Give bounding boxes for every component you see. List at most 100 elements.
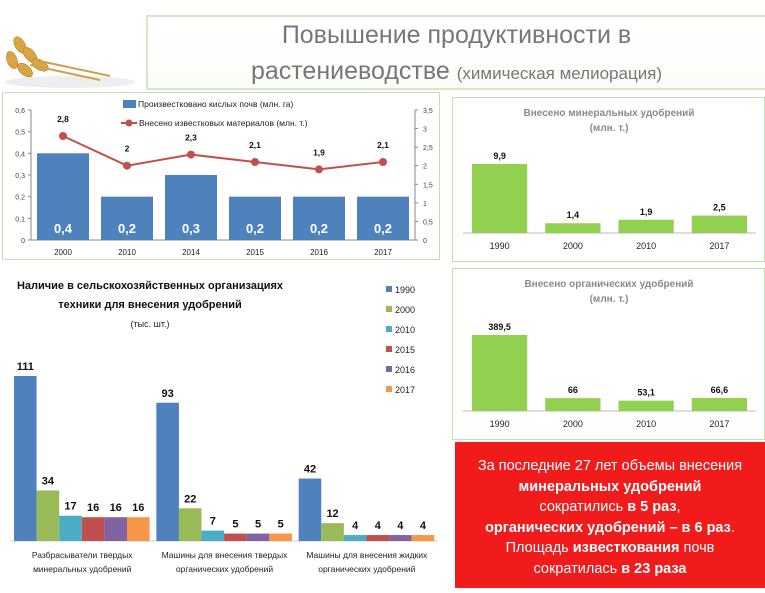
y-tick-right: 2,5 — [423, 145, 433, 152]
bar — [201, 530, 225, 541]
x-tick-label: 1990 — [490, 241, 510, 251]
legend-swatch — [386, 286, 392, 292]
bar — [357, 196, 409, 240]
summary-text: почв — [679, 540, 715, 556]
y-tick-left: 0,6 — [15, 108, 25, 115]
summary-text: . — [730, 519, 735, 536]
x-tick-label: 2017 — [709, 419, 729, 429]
x-tick-label: 2017 — [374, 248, 392, 257]
liming-chart: 0 0,1 0,2 0,3 0,4 0,5 0,6 0 0,5 1 1,5 2 2,5 3 3,5 0,4 20… — [2, 92, 440, 260]
line-label: 2,1 — [249, 140, 261, 150]
bar — [321, 523, 344, 541]
legend-label: 2010 — [395, 325, 415, 335]
title-box: Повышение продуктивности в растениеводст… — [146, 15, 765, 90]
bar — [37, 153, 89, 240]
bar-label: 34 — [42, 475, 55, 487]
line-label: 2,1 — [377, 140, 389, 150]
bar — [691, 215, 747, 233]
y-tick-left: 0,5 — [15, 130, 25, 137]
bar-label: 1,4 — [567, 210, 580, 220]
y-tick-right: 2 — [423, 164, 427, 171]
page-title-line1: Повышение продуктивности в — [281, 21, 632, 49]
legend-label: 2015 — [395, 345, 415, 355]
x-tick-label: 2000 — [54, 248, 72, 257]
bar-label: 0,4 — [54, 221, 73, 236]
line-point — [379, 158, 387, 166]
bar-label: 9,9 — [493, 151, 506, 161]
bar-label: 111 — [17, 361, 34, 373]
chart-title: Наличие в сельскохозяйственных организац… — [17, 280, 284, 292]
page-title-sub: (химическая мелиорация) — [456, 64, 663, 83]
bar — [545, 223, 601, 233]
summary-text: сократились — [539, 499, 628, 515]
legend-label: 2016 — [395, 365, 415, 375]
line-point — [315, 165, 323, 174]
chart-title-line2: техники для внесения удобрений — [58, 299, 242, 311]
summary-bold: в 5 раз — [627, 499, 677, 515]
y-tick-right: 0,5 — [423, 219, 433, 226]
legend-marker — [125, 119, 133, 127]
summary-bold: органических удобрений – в 6 раз — [485, 519, 731, 536]
legend-swatch — [386, 326, 392, 332]
bar-label: 42 — [304, 464, 316, 476]
bar-label: 0,2 — [310, 221, 328, 236]
x-tick-label: органических удобрений — [318, 564, 415, 574]
bar — [298, 478, 322, 541]
bar-label: 4 — [397, 520, 404, 532]
line-point — [187, 150, 195, 159]
y-tick-right: 1,5 — [423, 182, 433, 189]
bar — [618, 400, 674, 411]
x-tick-label: 2017 — [709, 241, 729, 251]
bar — [104, 517, 127, 541]
bar — [14, 376, 37, 541]
x-tick-label: 2010 — [636, 241, 656, 251]
bar-label: 0,2 — [118, 221, 136, 236]
bar — [224, 533, 247, 541]
line-label: 2,3 — [185, 133, 197, 143]
x-tick-label: Машины для внесения твердых — [162, 550, 288, 560]
x-tick-label: 2014 — [182, 248, 200, 257]
summary-box: За последние 27 лет объемы внесения мине… — [455, 442, 765, 588]
bar — [389, 535, 412, 541]
page-title-main: растениеводстве — [250, 57, 450, 85]
y-tick-left: 0,1 — [15, 216, 25, 223]
x-tick-label: минеральных удобрений — [33, 564, 132, 574]
bar — [691, 398, 747, 411]
x-tick-label: 1990 — [490, 419, 510, 429]
x-tick-label: 2000 — [563, 419, 583, 429]
chart-subtitle: (тыс. шт.) — [131, 319, 170, 329]
machinery-chart: Наличие в сельскохозяйственных организац… — [2, 265, 440, 588]
bar-label: 389,5 — [488, 322, 511, 332]
bar — [366, 535, 390, 541]
organic-fertilizer-chart: Внесено органических удобрений (млн. т.) 3… — [452, 268, 765, 440]
bar-label: 4 — [352, 520, 359, 532]
chart-subtitle: (млн. т.) — [590, 294, 629, 305]
y-tick-right: 3,5 — [423, 108, 433, 115]
y-tick-right: 0 — [423, 238, 427, 245]
legend-label: Внесено известковых материалов (млн. т.) — [139, 118, 308, 128]
legend-label: 2000 — [395, 305, 415, 315]
bar-label: 2,5 — [713, 203, 726, 213]
mineral-fertilizer-chart: Внесено минеральных удобрений (млн. т.) 9,… — [452, 97, 765, 262]
summary-line: минеральных удобрений — [518, 478, 702, 495]
summary-text: , — [676, 499, 681, 515]
summary-bold: в 23 раза — [621, 560, 687, 577]
y-tick-left: 0,3 — [15, 173, 25, 180]
bar-label: 16 — [87, 502, 99, 514]
legend-swatch-bar — [123, 100, 136, 108]
bar — [246, 533, 270, 541]
legend-swatch — [386, 366, 392, 372]
page-title-line2: растениеводстве (химическая мелиорация) — [148, 57, 765, 86]
legend-swatch — [386, 346, 392, 352]
wheat-logo — [0, 10, 140, 90]
x-tick-label: органических удобрений — [176, 564, 273, 574]
bar — [472, 164, 528, 233]
bar — [229, 196, 281, 240]
legend-label: 2017 — [395, 385, 415, 395]
bar-label: 22 — [184, 493, 196, 505]
bar — [156, 402, 179, 541]
bar — [81, 517, 105, 541]
bar — [411, 535, 435, 541]
bar-label: 16 — [132, 502, 144, 514]
line-label: 2 — [125, 144, 130, 154]
